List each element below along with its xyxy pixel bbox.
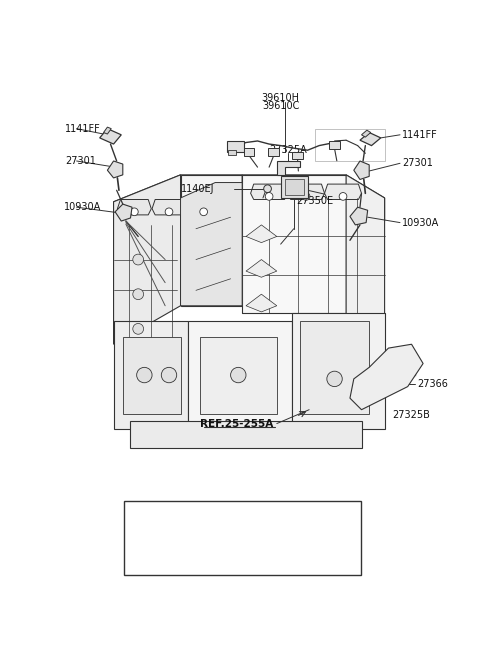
Polygon shape [108,161,123,178]
Polygon shape [180,183,242,306]
Bar [228,150,236,155]
Circle shape [133,254,144,265]
Polygon shape [131,421,361,448]
Circle shape [230,367,246,383]
Polygon shape [187,200,221,215]
Text: 10930A: 10930A [63,202,101,212]
Polygon shape [242,175,384,221]
Circle shape [399,363,408,372]
Circle shape [327,371,342,386]
Circle shape [331,552,339,559]
Polygon shape [242,175,346,314]
Polygon shape [346,175,384,341]
Polygon shape [152,200,186,215]
Bar [227,141,244,152]
Polygon shape [115,204,132,221]
Polygon shape [114,175,180,345]
Circle shape [133,324,144,334]
Circle shape [214,564,224,574]
Polygon shape [354,161,369,179]
Bar [124,500,360,575]
Text: 39311E: 39311E [135,505,172,515]
Text: 1141FF: 1141FF [402,130,438,140]
Bar [329,141,340,149]
Text: 27350E: 27350E [296,196,333,206]
Polygon shape [246,259,277,277]
Text: 27325A: 27325A [269,145,307,155]
Polygon shape [118,200,151,215]
Polygon shape [104,127,111,134]
Circle shape [204,535,214,544]
Bar [300,321,369,413]
Circle shape [265,193,273,200]
Bar [268,148,279,156]
Circle shape [271,542,280,551]
Polygon shape [114,321,188,429]
Circle shape [339,193,347,200]
Circle shape [380,378,389,387]
Circle shape [200,208,207,215]
Text: 1140EJ: 1140EJ [180,183,214,194]
Text: 1141FF: 1141FF [65,124,101,134]
Polygon shape [324,184,361,200]
Circle shape [264,185,271,193]
Bar [244,148,254,156]
Circle shape [302,193,310,200]
Text: 27325B: 27325B [392,410,430,420]
Polygon shape [246,294,277,312]
Text: 57712A: 57712A [253,505,291,515]
Bar [281,176,308,198]
Polygon shape [350,207,368,225]
Polygon shape [100,128,121,144]
Polygon shape [350,345,423,409]
Polygon shape [188,321,292,429]
Polygon shape [288,184,324,200]
Circle shape [161,367,177,383]
Bar [200,337,277,413]
Circle shape [137,367,152,383]
Circle shape [133,289,144,299]
Polygon shape [292,314,384,429]
Polygon shape [180,175,242,306]
Text: REF.25-255A: REF.25-255A [200,419,273,428]
Polygon shape [361,130,371,137]
Bar [123,337,180,413]
Polygon shape [246,225,277,242]
Polygon shape [360,132,381,145]
Bar [285,179,304,195]
Polygon shape [114,175,242,225]
Circle shape [206,538,211,542]
Text: 27370A: 27370A [194,505,231,515]
Text: 39610H: 39610H [262,93,300,103]
Text: 38751A: 38751A [312,505,350,515]
Bar [292,152,303,159]
Text: 27301: 27301 [402,159,433,168]
Polygon shape [251,184,288,200]
Text: 10930A: 10930A [402,217,440,227]
Circle shape [339,540,347,548]
Polygon shape [277,161,300,175]
Text: 39610C: 39610C [262,101,300,111]
Circle shape [131,208,138,215]
Text: 27366: 27366 [417,379,448,389]
Text: 27301: 27301 [65,156,96,166]
Circle shape [165,208,173,215]
